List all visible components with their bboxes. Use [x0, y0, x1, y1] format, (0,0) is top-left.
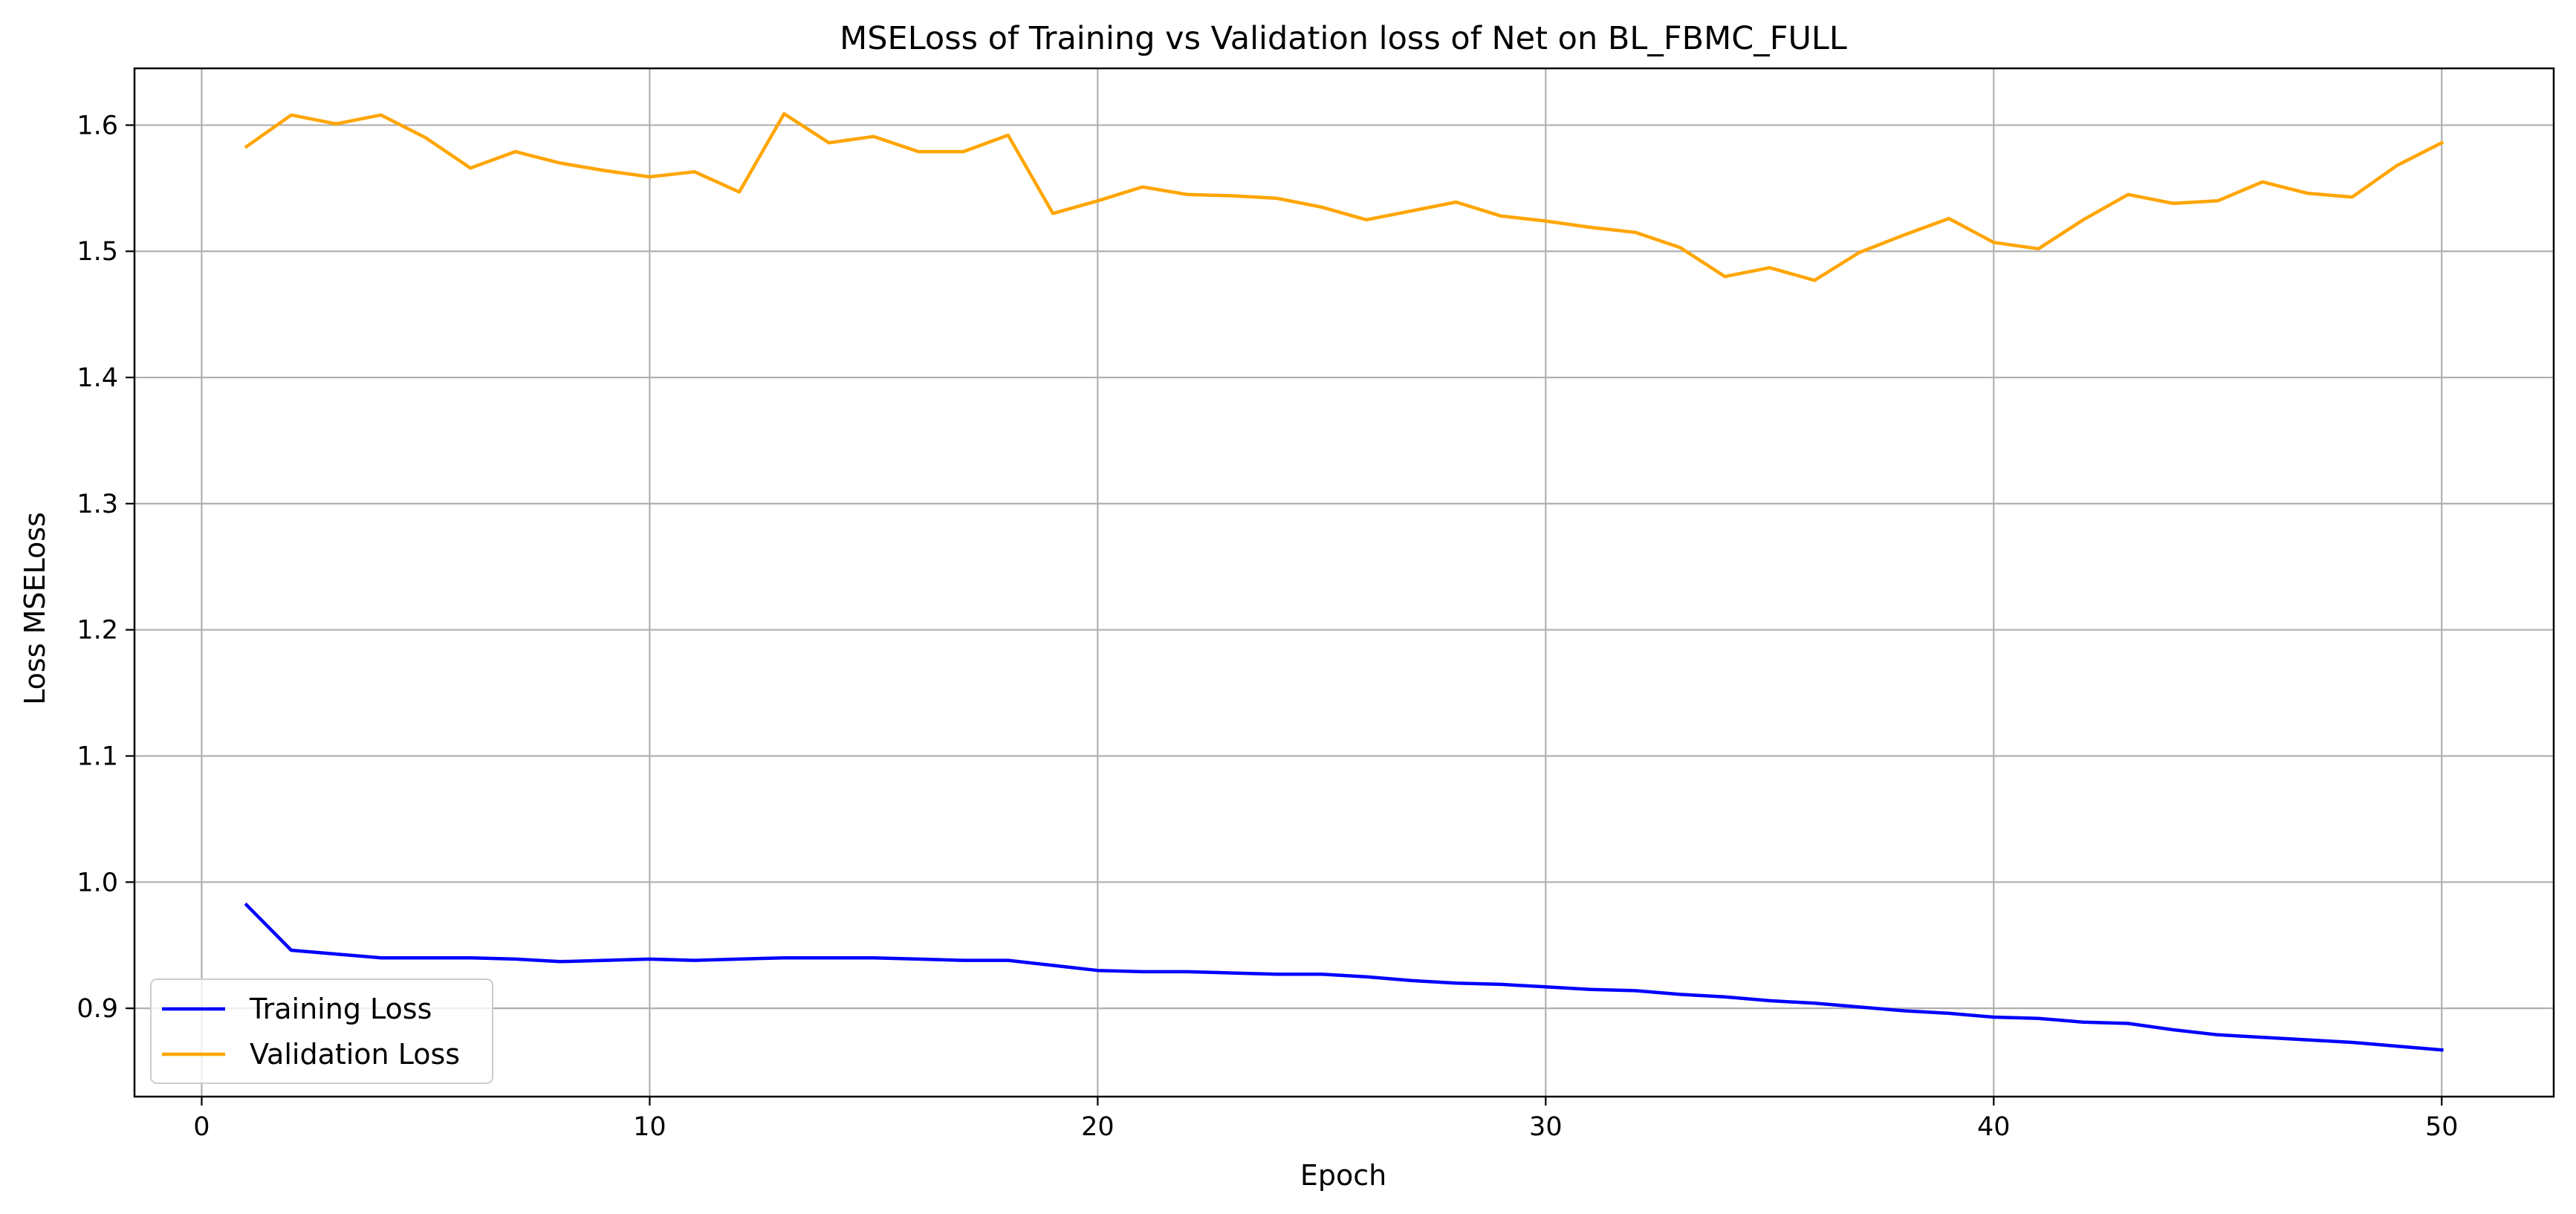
- y-tick-label: 1.0: [77, 868, 118, 897]
- x-tick-label: 10: [633, 1112, 666, 1142]
- y-tick-label: 1.6: [77, 111, 118, 140]
- x-tick-label: 40: [1977, 1112, 2011, 1142]
- y-tick-label: 1.4: [77, 363, 118, 393]
- y-tick-label: 1.3: [77, 490, 118, 519]
- chart-title: MSELoss of Training vs Validation loss o…: [840, 20, 1847, 57]
- y-tick-label: 1.2: [77, 616, 118, 646]
- series-line-validation-loss: [244, 111, 2444, 282]
- series-line-training-loss: [244, 902, 2444, 1052]
- x-tick-label: 30: [1529, 1112, 1563, 1142]
- plot-frame: [133, 67, 2555, 1098]
- x-tick-label: 50: [2425, 1112, 2459, 1142]
- x-tick-label: 0: [193, 1112, 210, 1142]
- y-axis-label: Loss MSELoss: [19, 512, 51, 705]
- grid: [134, 68, 2554, 1097]
- series-lines: [244, 111, 2444, 1052]
- y-tick-label: 0.9: [77, 994, 118, 1024]
- legend: Training Loss Validation Loss: [150, 978, 493, 1084]
- y-tick-label: 1.1: [77, 741, 118, 771]
- axis-ticks: 0 10 20 30 40 50 0.9 1.0 1.1 1.2 1.3 1.4 1.5 1.6: [77, 111, 2458, 1142]
- legend-label: Training Loss: [249, 993, 432, 1025]
- legend-box: [150, 978, 493, 1084]
- y-tick-label: 1.5: [77, 237, 118, 267]
- x-tick-label: 20: [1081, 1112, 1115, 1142]
- x-axis-label: Epoch: [1300, 1159, 1386, 1192]
- legend-label: Validation Loss: [250, 1038, 460, 1071]
